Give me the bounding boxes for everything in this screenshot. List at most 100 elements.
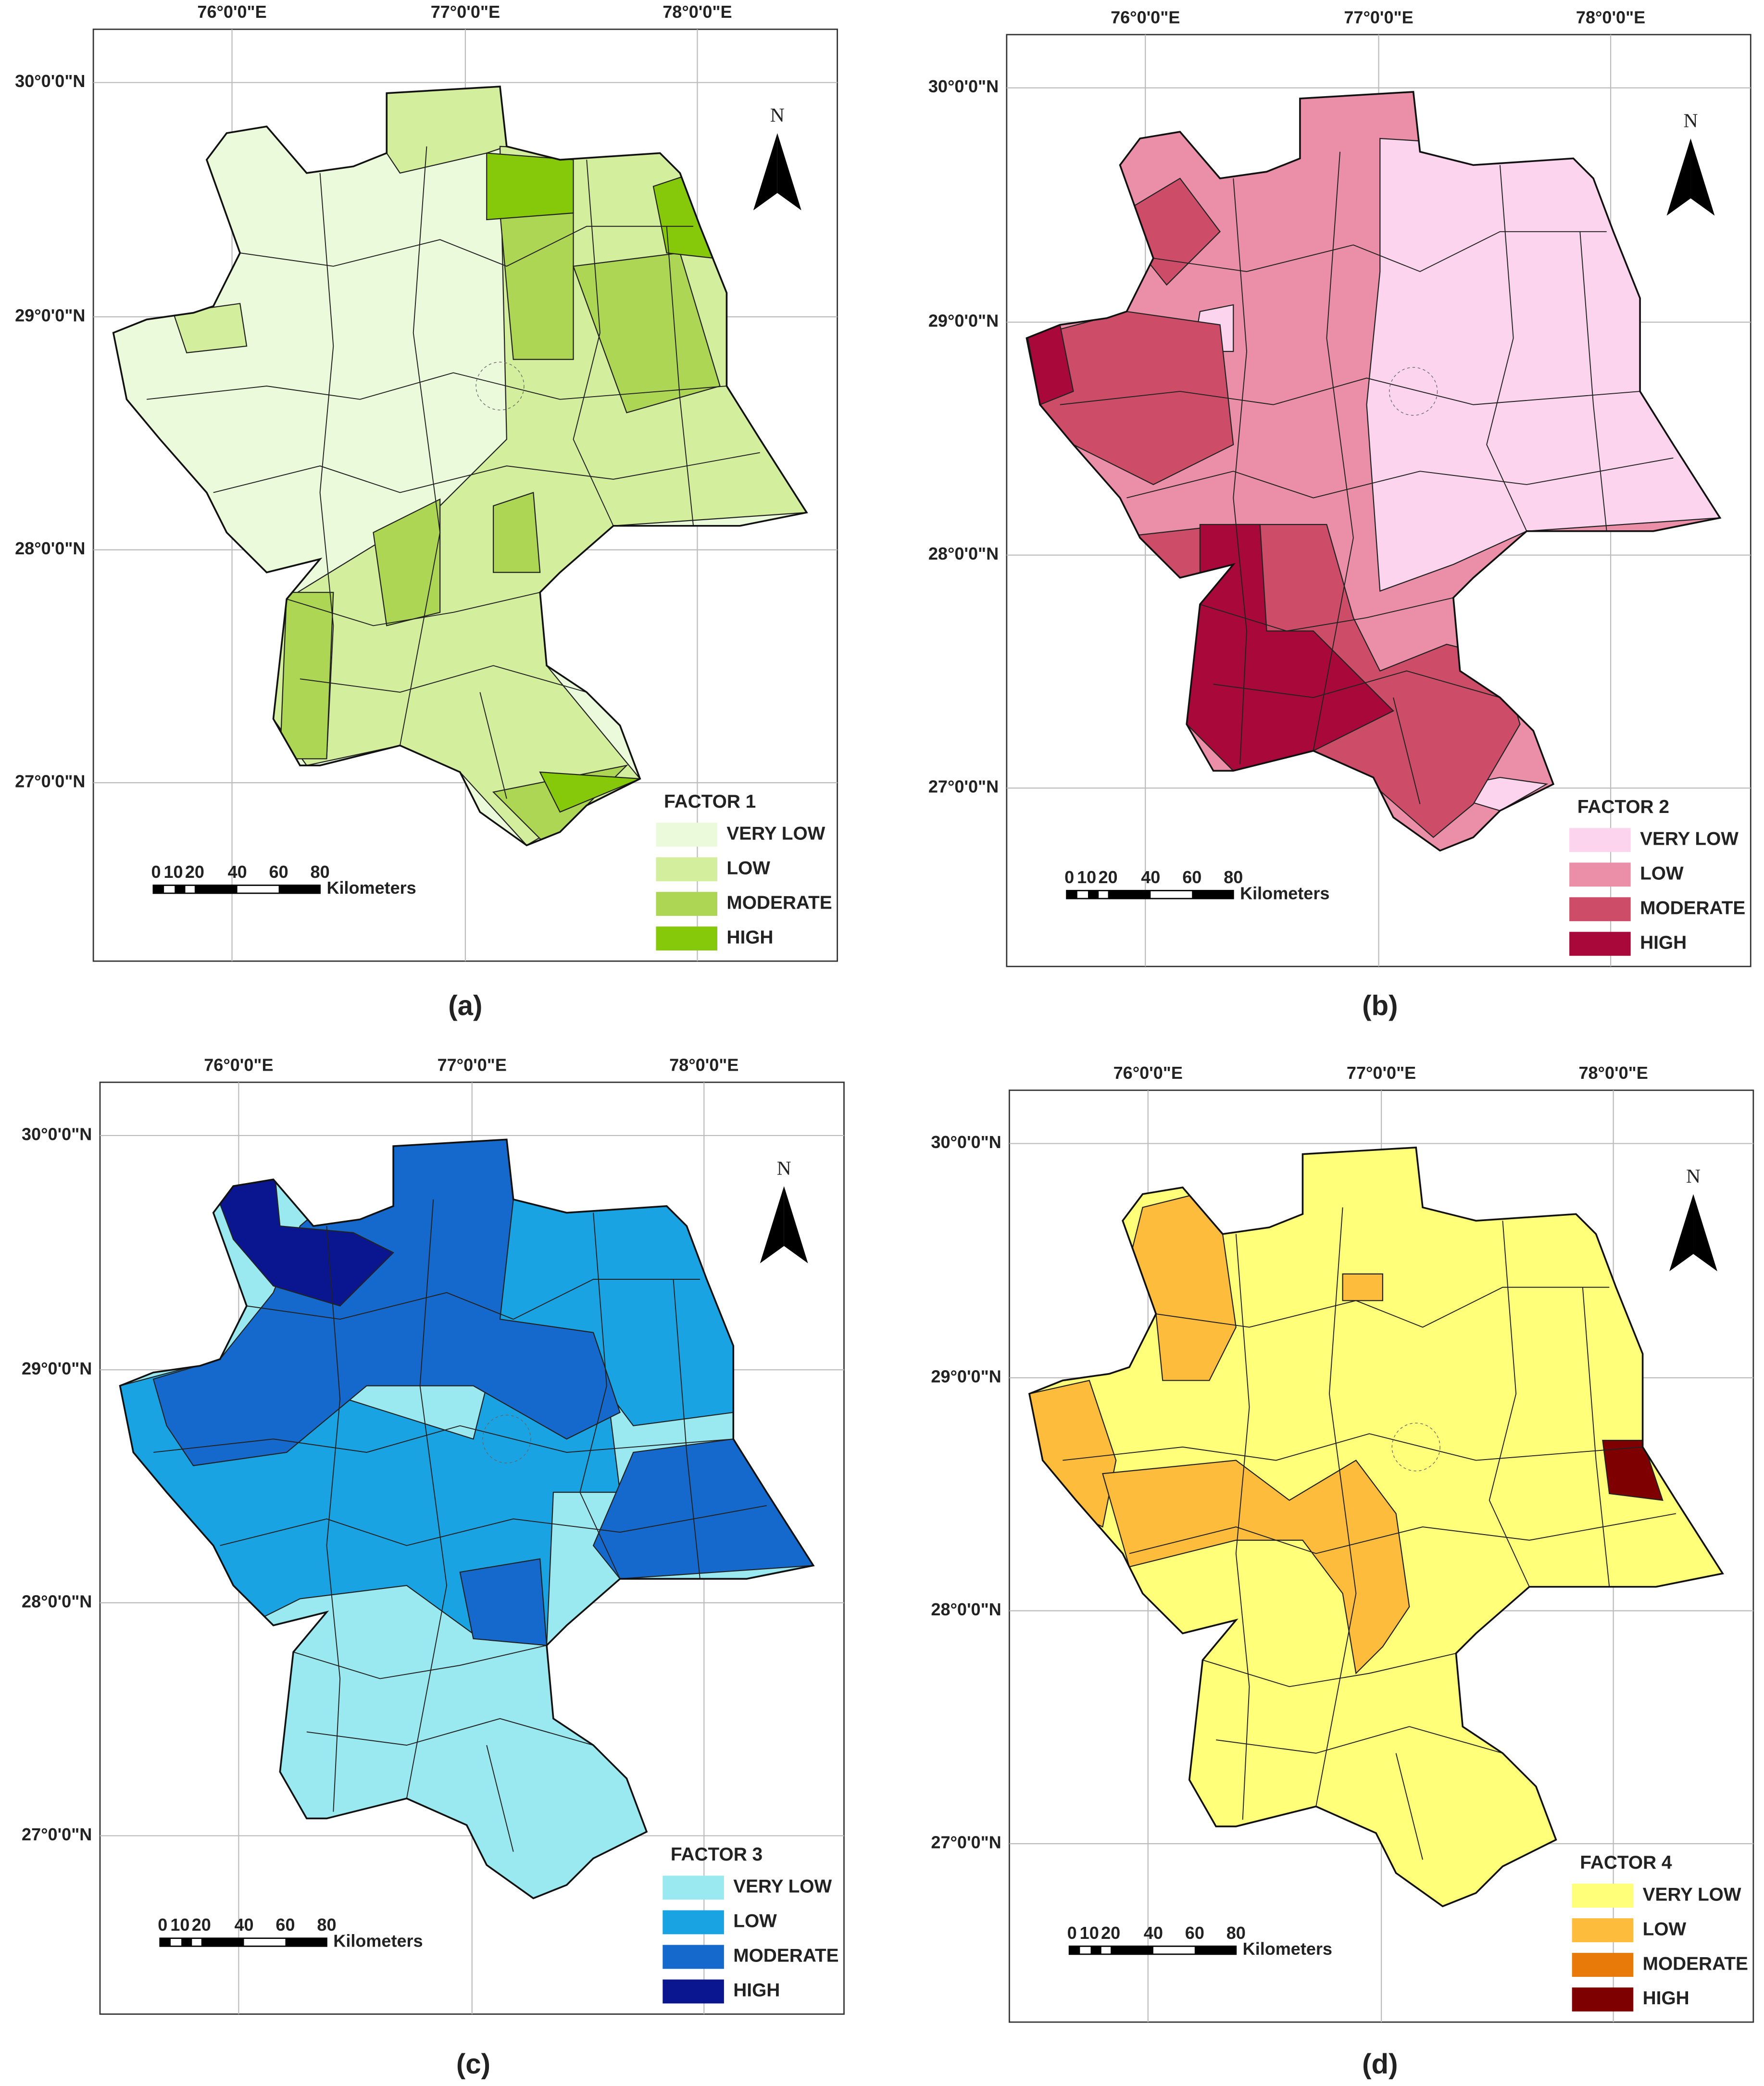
scale-bar-segment <box>194 885 238 893</box>
longitude-label: 77°0'0"E <box>431 2 500 22</box>
district-boundary <box>1313 151 1354 751</box>
district <box>1342 1273 1383 1301</box>
districts <box>1026 137 1720 838</box>
panel-caption: (c) <box>456 2049 490 2080</box>
legend-swatch <box>1569 862 1631 887</box>
district-boundary <box>306 1718 594 1746</box>
latitude-label: 27°0'0"N <box>931 1833 1001 1852</box>
latitude-label: 27°0'0"N <box>15 772 85 791</box>
map-panel: 76°0'0"E 77°0'0"E 78°0'0"E 30°0'0"N 29°0'0"N… <box>15 2 838 962</box>
latitude-label: 28°0'0"N <box>931 1599 1001 1619</box>
panel-caption: (a) <box>448 990 482 1022</box>
district-boundary <box>406 1199 448 1799</box>
scale-unit: Kilometers <box>326 878 416 898</box>
district <box>459 1558 548 1646</box>
district-boundary <box>1156 1287 1610 1328</box>
map-panel: 76°0'0"E 77°0'0"E 78°0'0"E 30°0'0"N 29°0'0"N… <box>22 1055 845 2015</box>
district <box>486 152 574 221</box>
north-label: N <box>777 1157 791 1179</box>
district-boundary <box>1233 178 1247 764</box>
scale-label: 20 <box>185 862 204 882</box>
scale-label: 60 <box>275 1915 295 1935</box>
legend-title: FACTOR 3 <box>671 1844 763 1865</box>
map-outline <box>1028 1146 1724 1908</box>
longitude-label: 78°0'0"E <box>669 1055 738 1074</box>
latitude-label: 29°0'0"N <box>928 311 999 331</box>
legend-title: FACTOR 4 <box>1580 1852 1672 1873</box>
legend-label: HIGH <box>726 927 773 948</box>
legend-label: VERY LOW <box>1640 828 1739 849</box>
legend-swatch <box>1572 1884 1634 1908</box>
legend-swatch <box>656 857 718 882</box>
scale-unit: Kilometers <box>333 1931 423 1950</box>
scale-bar-segment <box>1194 1946 1236 1954</box>
district-boundary <box>1579 231 1607 531</box>
district-boundary <box>1153 231 1607 272</box>
scale-bar-segment <box>1111 1946 1153 1954</box>
latitude-label: 29°0'0"N <box>931 1366 1001 1386</box>
north-arrow <box>1693 1194 1717 1272</box>
north-label: N <box>1683 109 1698 131</box>
legend-label: VERY LOW <box>726 823 825 844</box>
longitude-label: 77°0'0"E <box>1344 7 1413 27</box>
district <box>373 498 441 626</box>
scale-bar-segment <box>160 1938 171 1947</box>
legend-label: VERY LOW <box>733 1876 832 1897</box>
longitude-label: 76°0'0"E <box>197 2 266 22</box>
district <box>539 771 640 813</box>
legend-label: MODERATE <box>726 892 832 913</box>
legend-label: LOW <box>1640 863 1684 884</box>
district-boundary <box>286 592 540 626</box>
urban-area <box>1391 1423 1440 1472</box>
scale-bar-segment <box>181 1938 192 1947</box>
district-boundary <box>1216 1726 1503 1754</box>
scale-label: 10 <box>1080 1923 1099 1943</box>
scale-label: 0 <box>1064 867 1074 887</box>
latitude-label: 30°0'0"N <box>931 1132 1001 1152</box>
scale-label: 0 <box>151 862 161 882</box>
district <box>1102 1460 1410 1674</box>
urban-area <box>475 362 525 411</box>
scale-label: 40 <box>1141 867 1160 887</box>
north-arrow <box>777 133 801 211</box>
scale-label: 20 <box>1101 1923 1120 1943</box>
scale-bar-segment <box>1090 1946 1101 1954</box>
latitude-label: 30°0'0"N <box>15 71 85 91</box>
district-boundary <box>1486 165 1527 532</box>
legend-swatch <box>656 892 718 916</box>
scale-label: 60 <box>1185 1923 1204 1943</box>
north-arrow <box>1690 138 1715 216</box>
scale-bar-segment <box>285 1938 327 1947</box>
map-panel: 76°0'0"E 77°0'0"E 78°0'0"E 30°0'0"N 29°0'0"N… <box>928 7 1751 967</box>
scale-label: 20 <box>192 1915 211 1935</box>
legend-swatch <box>1572 1953 1634 1977</box>
legend-label: HIGH <box>733 1980 780 2001</box>
legend-label: HIGH <box>1640 932 1687 953</box>
district <box>492 492 541 573</box>
longitude-label: 76°0'0"E <box>204 1055 273 1074</box>
legend-swatch <box>663 1875 724 1900</box>
map-outline <box>112 86 808 847</box>
district <box>279 592 334 760</box>
legend-label: MODERATE <box>1643 1953 1748 1974</box>
north-arrow <box>784 1186 808 1263</box>
scale-bar-segment <box>153 885 164 893</box>
legend-swatch <box>663 1945 724 1969</box>
map-outline <box>119 1138 815 1899</box>
urban-area <box>1389 367 1438 416</box>
district-boundary <box>213 452 760 493</box>
legend-label: LOW <box>1643 1919 1687 1939</box>
scale-label: 80 <box>1224 867 1243 887</box>
latitude-label: 27°0'0"N <box>928 777 999 797</box>
district-boundary <box>153 1425 734 1453</box>
north-arrow <box>1669 1194 1694 1272</box>
legend-label: MODERATE <box>733 1946 838 1966</box>
north-label: N <box>1686 1165 1701 1187</box>
scale-label: 60 <box>1182 867 1201 887</box>
scale-bar-segment <box>175 885 186 893</box>
district-boundary <box>673 1279 701 1579</box>
north-arrow <box>760 1186 784 1263</box>
scale-unit: Kilometers <box>1243 1939 1332 1959</box>
scale-label: 10 <box>170 1915 189 1935</box>
